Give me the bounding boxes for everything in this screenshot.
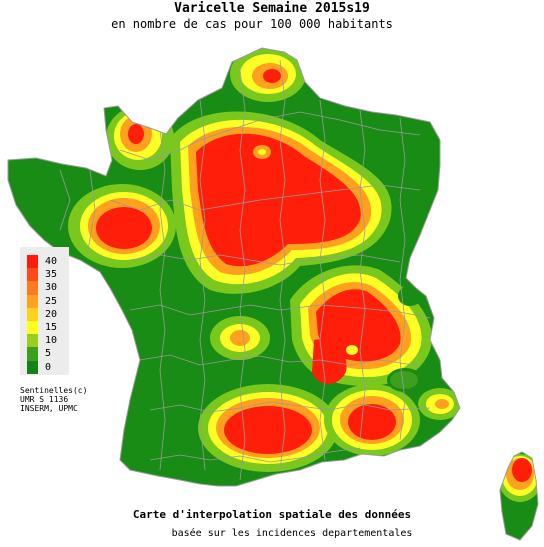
footer-title: Carte d'interpolation spatiale des donné… xyxy=(132,508,412,521)
legend-label: 5 xyxy=(45,348,52,360)
credits-line-2: UMR S 1136 xyxy=(20,395,69,404)
hotspot-paris-centre xyxy=(170,111,392,294)
legend-swatch xyxy=(27,321,38,335)
legend-swatch xyxy=(27,281,38,296)
legend-swatch xyxy=(27,334,38,348)
legend-swatch xyxy=(27,294,38,309)
legend-label: 20 xyxy=(45,308,58,320)
department-borders xyxy=(59,59,431,481)
map-subtitle: en nombre de cas pour 100 000 habitants xyxy=(111,17,393,31)
footer-subtitle: basée sur les incidences departementales xyxy=(171,528,413,539)
hotspot-nice xyxy=(418,388,460,420)
hotspot-brittany xyxy=(68,184,176,268)
credits-line-1: Sentinelles(c) xyxy=(20,386,88,395)
map-title: Varicelle Semaine 2015s19 xyxy=(174,1,370,16)
legend-label: 40 xyxy=(45,256,58,267)
color-legend: 40 35 30 25 20 15 10 5 0 xyxy=(20,247,69,375)
east-green-zones xyxy=(387,286,423,392)
legend-swatch xyxy=(27,347,38,362)
legend-label: 35 xyxy=(45,269,58,281)
hotspot-centre-west xyxy=(210,316,270,360)
credits: Sentinelles(c) UMR S 1136 INSERM, UPMC xyxy=(20,386,87,413)
legend-label: 10 xyxy=(45,335,58,347)
legend-swatch xyxy=(27,360,38,375)
legend-label: 15 xyxy=(45,322,58,333)
legend-label: 25 xyxy=(45,295,58,307)
hotspot-rhone-alpes xyxy=(290,265,432,387)
mainland-heat-layer xyxy=(8,48,460,486)
hotspot-north xyxy=(230,48,306,102)
legend-swatch xyxy=(27,268,38,282)
legend-label: 0 xyxy=(45,361,52,373)
legend-swatch xyxy=(27,307,38,322)
hotspot-south-east xyxy=(324,384,420,456)
legend-label: 30 xyxy=(45,282,58,294)
legend-swatch xyxy=(27,255,38,269)
credits-line-3: INSERM, UPMC xyxy=(20,404,78,413)
